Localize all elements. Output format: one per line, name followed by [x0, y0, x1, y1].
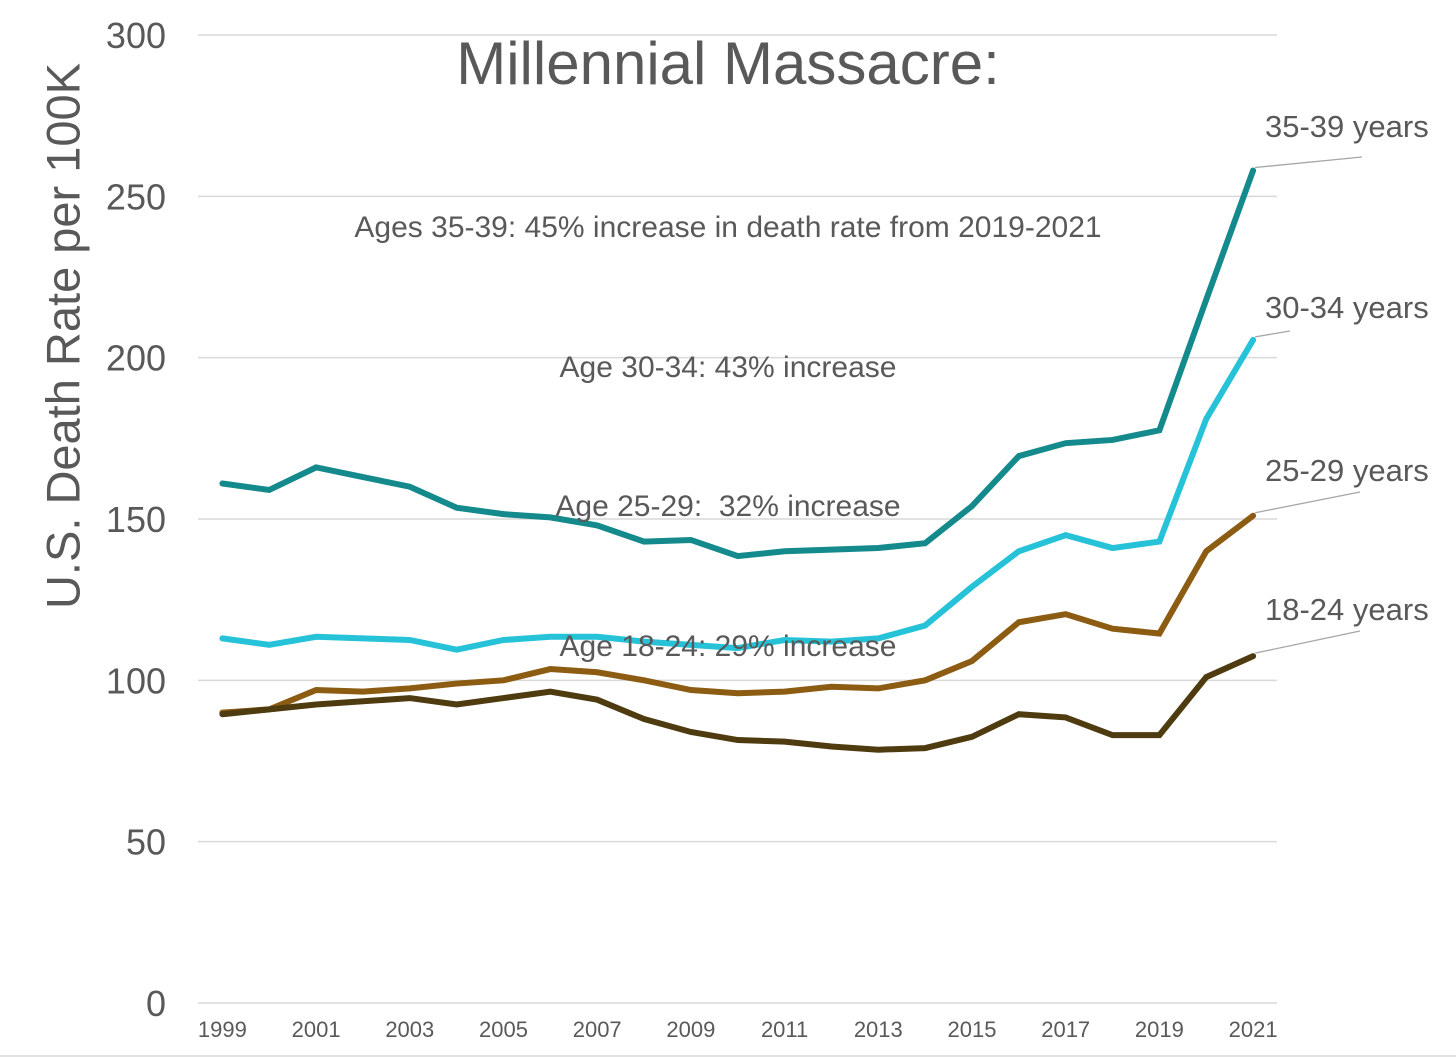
- chart-subtitle: Ages 35-39: 45% increase in death rate f…: [0, 112, 1456, 763]
- y-tick-label: 200: [106, 338, 166, 379]
- y-tick-label: 300: [106, 15, 166, 56]
- subtitle-line-2: Age 30-34: 43% increase: [559, 350, 897, 384]
- leader-line-30-34-years: [1254, 330, 1291, 338]
- series-end-label-30-34: 30-34 years: [1265, 290, 1429, 325]
- x-tick-label: 2009: [666, 1017, 715, 1042]
- chart-title: Millennial Massacre:: [456, 30, 1000, 97]
- subtitle-line-1: Ages 35-39: 45% increase in death rate f…: [354, 211, 1102, 244]
- subtitle-line-3: Age 25-29: 32% increase: [555, 490, 901, 523]
- x-tick-label: 2015: [948, 1017, 997, 1042]
- series-end-label-35-39: 35-39 years: [1265, 109, 1429, 144]
- series-line-25-29-years: [219, 512, 1257, 716]
- leader-line-35-39-years: [1255, 156, 1363, 169]
- x-tick-label: 2021: [1229, 1017, 1278, 1042]
- series-end-label-18-24: 18-24 years: [1265, 592, 1429, 627]
- x-tick-label: 1999: [198, 1017, 247, 1042]
- leader-line-25-29-years: [1254, 491, 1361, 514]
- x-tick-label: 2005: [479, 1017, 528, 1042]
- series-line-30-34-years: [219, 336, 1257, 653]
- y-tick-label: 150: [106, 499, 166, 540]
- y-tick-label: 0: [146, 983, 166, 1024]
- y-tick-label: 50: [126, 822, 166, 863]
- series-line-18-24-years: [219, 653, 1257, 753]
- y-tick-label: 100: [106, 660, 166, 701]
- x-tick-label: 2001: [292, 1017, 341, 1042]
- y-tick-label: 250: [106, 176, 166, 217]
- x-tick-label: 2007: [573, 1017, 622, 1042]
- leader-line-18-24-years: [1254, 630, 1361, 654]
- subtitle-line-4: Age 18-24: 29% increase: [559, 629, 897, 663]
- x-tick-label: 2011: [761, 1017, 808, 1042]
- series-line-35-39-years: [219, 167, 1257, 560]
- x-tick-label: 2013: [854, 1017, 903, 1042]
- series-end-label-25-29: 25-29 years: [1265, 453, 1429, 488]
- x-tick-label: 2017: [1041, 1017, 1090, 1042]
- x-tick-label: 2019: [1135, 1017, 1184, 1042]
- x-tick-label: 2003: [385, 1017, 434, 1042]
